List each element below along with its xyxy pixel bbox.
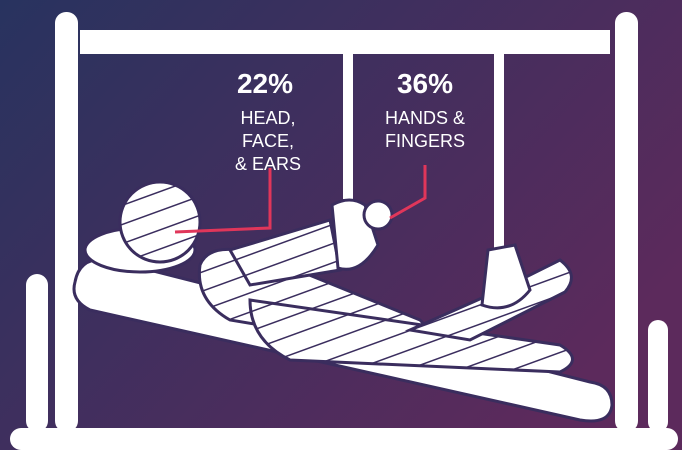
label: FINGERS: [385, 131, 465, 151]
patient: [83, 180, 574, 374]
label: HEAD,: [240, 108, 295, 128]
label: & EARS: [235, 154, 301, 174]
percent: 36%: [397, 68, 453, 99]
bed-frame: [10, 12, 678, 450]
percent: 22%: [237, 68, 293, 99]
callout-lines: [174, 165, 427, 234]
label: FACE,: [242, 131, 294, 151]
label: HANDS &: [385, 108, 465, 128]
